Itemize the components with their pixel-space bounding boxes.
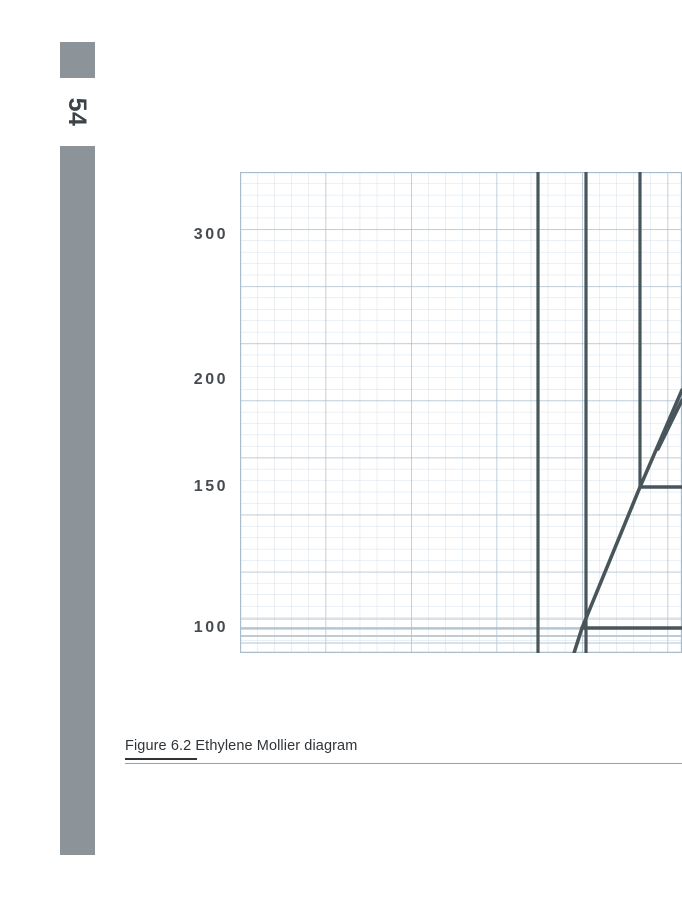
saturation-dome [572, 388, 682, 653]
caption-rule [125, 763, 682, 764]
y-axis-tick-100: 100 [193, 619, 228, 636]
y-axis-tick-300: 300 [193, 226, 228, 243]
page-marker-bar-bottom [60, 146, 95, 855]
chart-curves [536, 172, 682, 653]
upper-right-diagonal [656, 398, 682, 451]
y-axis-tick-150: 150 [193, 478, 228, 495]
chart-gridlines [240, 172, 682, 653]
chart-plot-area [240, 172, 682, 653]
mollier-diagram-figure: 300 200 150 100 [194, 172, 682, 653]
caption-rule-accent [125, 758, 197, 760]
page-marker-bar-top [60, 42, 95, 78]
figure-caption: Figure 6.2 Ethylene Mollier diagram [125, 738, 358, 754]
y-axis-tick-200: 200 [193, 371, 228, 388]
page-number: 54 [63, 97, 92, 127]
